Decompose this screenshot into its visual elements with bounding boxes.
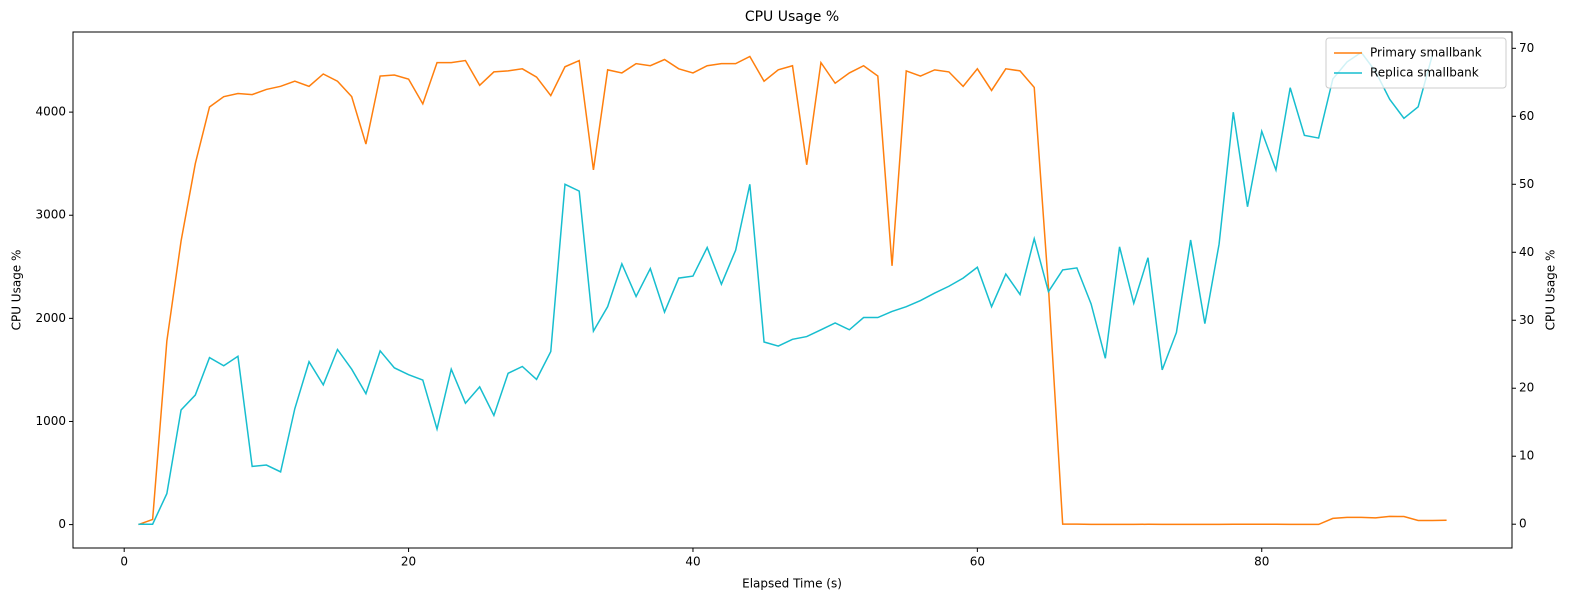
y2-tick-label: 30 bbox=[1519, 313, 1534, 327]
y-tick-label: 4000 bbox=[35, 105, 66, 119]
plot-frame bbox=[72, 31, 1513, 549]
x-axis-label: Elapsed Time (s) bbox=[742, 577, 842, 591]
y-tick-label: 0 bbox=[58, 517, 66, 531]
y2-tick-label: 20 bbox=[1519, 381, 1534, 395]
y2-tick-label: 50 bbox=[1519, 177, 1534, 191]
y2-tick-label: 10 bbox=[1519, 449, 1534, 463]
y2-tick-label: 0 bbox=[1519, 517, 1527, 531]
x-tick-label: 80 bbox=[1254, 555, 1269, 569]
legend-label: Primary smallbank bbox=[1370, 46, 1482, 60]
legend-label: Replica smallbank bbox=[1370, 66, 1479, 80]
x-tick-label: 20 bbox=[401, 555, 416, 569]
y-tick-label: 3000 bbox=[35, 208, 66, 222]
data-line bbox=[138, 51, 1434, 525]
y2-axis-label: CPU Usage % bbox=[1544, 250, 1558, 331]
y-tick-label: 2000 bbox=[35, 311, 66, 325]
legend-box bbox=[1325, 37, 1507, 89]
chart-title: CPU Usage % bbox=[745, 9, 839, 25]
y-tick-label: 1000 bbox=[35, 414, 66, 428]
data-line bbox=[138, 55, 1447, 526]
x-tick-label: 40 bbox=[685, 555, 700, 569]
y-axis-label: CPU Usage % bbox=[10, 250, 24, 331]
x-tick-label: 0 bbox=[120, 555, 128, 569]
x-tick-label: 60 bbox=[970, 555, 985, 569]
y2-tick-label: 60 bbox=[1519, 109, 1534, 123]
y2-tick-label: 40 bbox=[1519, 245, 1534, 259]
y2-tick-label: 70 bbox=[1519, 41, 1534, 55]
